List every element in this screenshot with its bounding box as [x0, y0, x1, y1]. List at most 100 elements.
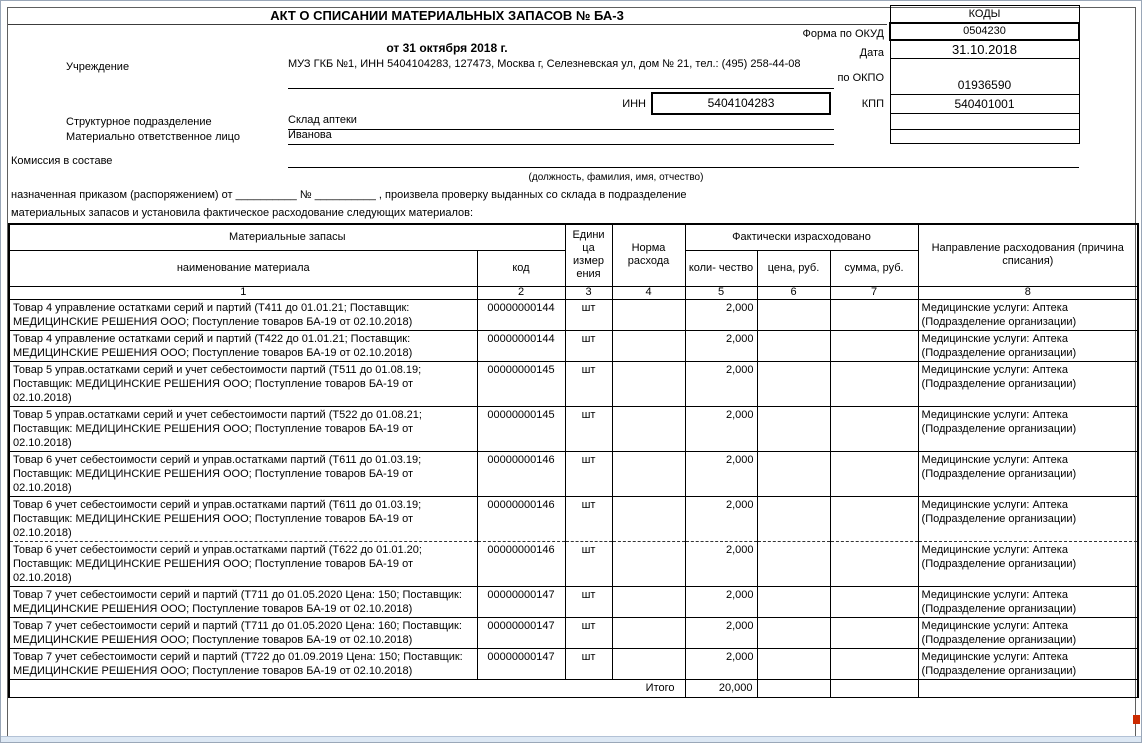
direction-cell: Медицинские услуги: Аптека (Подразделени…: [917, 329, 1139, 362]
sum-cell: [829, 329, 919, 362]
column-number: 2: [476, 285, 566, 300]
department-label: Структурное подразделение: [66, 116, 212, 128]
norm-cell: [611, 450, 686, 497]
column-number: 1: [8, 285, 478, 300]
unit-cell: шт: [564, 450, 613, 497]
column-number: 6: [756, 285, 831, 300]
name-cell: Товар 7 учет себестоимости серий и парти…: [8, 616, 478, 649]
header-price: цена, руб.: [756, 249, 831, 287]
institution-value: МУЗ ГКБ №1, ИНН 5404104283, 127473, Моск…: [288, 57, 834, 89]
header-materials-group: Материальные запасы: [8, 223, 566, 251]
table-row: Товар 7 учет себестоимости серий и парти…: [8, 647, 1139, 680]
materials-table-body: Товар 4 управление остатками серий и пар…: [8, 298, 1139, 680]
responsible-label: Материально ответственное лицо: [66, 131, 240, 143]
okud-value-cell: 0504230: [889, 21, 1080, 41]
title-divider: [8, 24, 887, 25]
direction-cell: Медицинские услуги: Аптека (Подразделени…: [917, 298, 1139, 331]
name-cell: Товар 5 управ.остатками серий и учет себ…: [8, 360, 478, 407]
table-row: Товар 4 управление остатками серий и пар…: [8, 329, 1139, 362]
price-cell: [756, 540, 831, 587]
norm-cell: [611, 540, 686, 587]
column-number: 4: [611, 285, 686, 300]
table-row: Товар 6 учет себестоимости серий и управ…: [8, 540, 1139, 587]
price-cell: [756, 585, 831, 618]
header-fact-group: Фактически израсходовано: [684, 223, 919, 251]
kpp-label: КПП: [861, 98, 884, 110]
norm-cell: [611, 298, 686, 331]
codes-panel-header: КОДЫ: [889, 5, 1080, 23]
name-cell: Товар 6 учет себестоимости серий и управ…: [8, 450, 478, 497]
sum-cell: [829, 450, 919, 497]
name-cell: Товар 5 управ.остатками серий и учет себ…: [8, 405, 478, 452]
responsible-value: Иванова: [288, 129, 834, 145]
sum-cell: [829, 360, 919, 407]
unit-cell: шт: [564, 360, 613, 407]
table-row: Товар 4 управление остатками серий и пар…: [8, 298, 1139, 331]
header-norm: Норма расхода: [611, 223, 686, 287]
page-edge-red-marker: [1133, 715, 1140, 724]
codes-empty-cell: [889, 113, 1080, 130]
materials-table: Материальные запасы Едини ца измер ения …: [8, 223, 1140, 698]
okud-label: Форма по ОКУД: [802, 28, 885, 40]
unit-cell: шт: [564, 405, 613, 452]
sum-cell: [829, 585, 919, 618]
header-qty: коли- чество: [684, 249, 758, 287]
name-cell: Товар 4 управление остатками серий и пар…: [8, 329, 478, 362]
code-cell: 00000000144: [476, 298, 566, 331]
okpo-value-cell: 01936590: [889, 58, 1080, 95]
price-cell: [756, 647, 831, 680]
unit-cell: шт: [564, 540, 613, 587]
header-code: код: [476, 249, 566, 287]
qty-cell: 2,000: [684, 540, 758, 587]
commission-underline: [288, 154, 1079, 168]
document-date-line: от 31 октября 2018 г.: [386, 41, 508, 55]
qty-cell: 2,000: [684, 647, 758, 680]
sum-cell: [829, 647, 919, 680]
norm-cell: [611, 585, 686, 618]
price-cell: [756, 298, 831, 331]
institution-label: Учреждение: [66, 61, 130, 73]
header-unit: Едини ца измер ения: [564, 223, 613, 287]
qty-cell: 2,000: [684, 405, 758, 452]
price-cell: [756, 450, 831, 497]
direction-cell: Медицинские услуги: Аптека (Подразделени…: [917, 405, 1139, 452]
direction-cell: Медицинские услуги: Аптека (Подразделени…: [917, 540, 1139, 587]
inn-value-box: 5404104283: [651, 92, 831, 115]
code-cell: 00000000145: [476, 405, 566, 452]
inn-label: ИНН: [622, 98, 646, 110]
document-page: АКТ О СПИСАНИИ МАТЕРИАЛЬНЫХ ЗАПАСОВ № БА…: [7, 5, 1140, 737]
document-title: АКТ О СПИСАНИИ МАТЕРИАЛЬНЫХ ЗАПАСОВ № БА…: [270, 8, 624, 23]
direction-cell: Медицинские услуги: Аптека (Подразделени…: [917, 585, 1139, 618]
code-cell: 00000000144: [476, 329, 566, 362]
total-label: Итого: [8, 678, 686, 698]
direction-cell: Медицинские услуги: Аптека (Подразделени…: [917, 616, 1139, 649]
total-price-cell: [756, 678, 831, 698]
table-row: Товар 7 учет себестоимости серий и парти…: [8, 585, 1139, 618]
sum-cell: [829, 405, 919, 452]
name-cell: Товар 4 управление остатками серий и пар…: [8, 298, 478, 331]
unit-cell: шт: [564, 647, 613, 680]
date-value-cell: 31.10.2018: [889, 39, 1080, 59]
norm-cell: [611, 495, 686, 542]
price-cell: [756, 616, 831, 649]
qty-cell: 2,000: [684, 616, 758, 649]
code-cell: 00000000145: [476, 360, 566, 407]
direction-cell: Медицинские услуги: Аптека (Подразделени…: [917, 450, 1139, 497]
header-sum: сумма, руб.: [829, 249, 919, 287]
unit-cell: шт: [564, 495, 613, 542]
code-cell: 00000000146: [476, 450, 566, 497]
date-label: Дата: [859, 47, 884, 59]
commission-label: Комиссия в составе: [11, 155, 113, 167]
qty-cell: 2,000: [684, 495, 758, 542]
header-direction: Направление расходования (причина списан…: [917, 223, 1139, 287]
table-row: Товар 5 управ.остатками серий и учет себ…: [8, 360, 1139, 407]
table-row: Товар 6 учет себестоимости серий и управ…: [8, 495, 1139, 542]
code-cell: 00000000146: [476, 495, 566, 542]
sum-cell: [829, 616, 919, 649]
commission-hint: (должность, фамилия, имя, отчество): [528, 172, 704, 183]
column-number: 7: [829, 285, 919, 300]
direction-cell: Медицинские услуги: Аптека (Подразделени…: [917, 360, 1139, 407]
kpp-value-cell: 540401001: [889, 94, 1080, 114]
norm-cell: [611, 616, 686, 649]
